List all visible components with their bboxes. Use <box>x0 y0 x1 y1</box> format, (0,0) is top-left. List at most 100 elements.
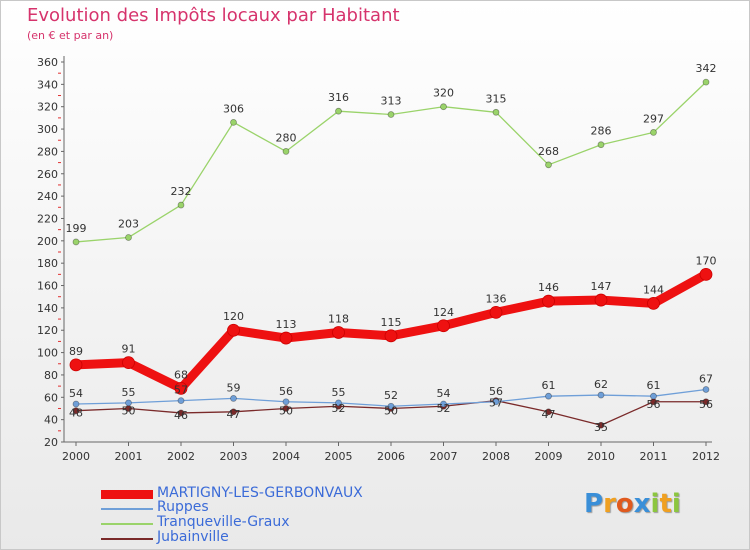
data-label: 147 <box>591 280 612 293</box>
data-point <box>387 402 395 410</box>
y-tick-label: 60 <box>44 391 58 404</box>
data-point <box>492 398 500 406</box>
logo-letter: t <box>659 489 672 519</box>
data-point <box>699 267 713 281</box>
y-tick-label: 340 <box>37 78 58 91</box>
data-point <box>702 398 710 406</box>
data-point <box>650 392 657 400</box>
data-label: 113 <box>276 318 297 331</box>
data-label: 47 <box>542 408 556 421</box>
x-tick-label: 2007 <box>430 450 458 463</box>
logo-letter: o <box>615 489 634 519</box>
data-label: 286 <box>591 125 612 138</box>
y-tick-label: 120 <box>37 324 58 337</box>
x-tick-label: 2001 <box>115 450 143 463</box>
data-point <box>335 107 342 115</box>
data-point <box>282 148 290 155</box>
data-point <box>545 392 552 400</box>
data-label: 89 <box>69 345 83 358</box>
data-point <box>597 421 605 429</box>
data-point <box>72 400 80 408</box>
data-point <box>279 331 293 345</box>
data-label: 146 <box>538 281 559 294</box>
proxiti-logo: Proxiti <box>584 489 681 519</box>
data-label: 56 <box>699 398 713 411</box>
legend-label: Jubainville <box>157 529 229 545</box>
data-label: 57 <box>489 397 503 410</box>
data-point <box>227 323 240 337</box>
data-point <box>387 111 395 118</box>
data-point <box>125 399 132 407</box>
data-point <box>174 381 188 395</box>
y-tick-label: 300 <box>37 123 58 136</box>
data-label: 115 <box>381 316 402 329</box>
data-point <box>72 238 80 246</box>
y-tick-label: 260 <box>37 168 58 181</box>
y-tick-label: 180 <box>37 257 58 270</box>
data-label: 313 <box>381 95 402 108</box>
data-label: 203 <box>118 217 139 230</box>
data-point <box>282 398 290 406</box>
x-tick-label: 2006 <box>377 450 405 463</box>
x-tick-label: 2003 <box>220 450 248 463</box>
y-tick-label: 280 <box>37 145 58 158</box>
x-tick-label: 2000 <box>62 450 90 463</box>
data-point <box>177 409 185 417</box>
data-label: 136 <box>486 292 507 305</box>
data-label: 68 <box>174 368 188 381</box>
data-point <box>125 234 132 241</box>
data-label: 297 <box>643 112 664 125</box>
y-tick-label: 80 <box>44 369 58 382</box>
data-point <box>594 293 608 307</box>
data-label: 280 <box>276 131 297 144</box>
data-label: 47 <box>227 408 241 421</box>
data-point <box>72 407 80 415</box>
data-label: 342 <box>696 62 717 75</box>
data-label: 315 <box>486 92 507 105</box>
legend-label: Tranqueville-Graux <box>157 514 290 530</box>
x-tick-label: 2005 <box>325 450 353 463</box>
data-label: 144 <box>643 283 664 296</box>
y-tick-label: 320 <box>37 101 58 114</box>
x-tick-label: 2011 <box>640 450 668 463</box>
data-label: 316 <box>328 91 349 104</box>
data-label: 54 <box>69 387 83 400</box>
data-label: 268 <box>538 145 559 158</box>
data-point <box>545 161 552 169</box>
chart-title: Evolution des Impôts locaux par Habitant <box>27 5 400 26</box>
x-tick-label: 2008 <box>482 450 510 463</box>
data-label: 170 <box>696 254 717 267</box>
data-label: 52 <box>332 402 346 415</box>
legend-swatch <box>101 538 153 540</box>
y-tick-label: 200 <box>37 235 58 248</box>
x-tick-label: 2002 <box>167 450 195 463</box>
data-point <box>177 201 185 209</box>
data-label: 320 <box>433 87 454 100</box>
logo-letter: x <box>633 489 651 519</box>
data-point <box>545 408 552 416</box>
data-point <box>230 118 237 126</box>
logo-letter: i <box>671 489 681 519</box>
data-label: 62 <box>594 378 608 391</box>
data-label: 120 <box>223 310 244 323</box>
data-point <box>492 108 500 116</box>
legend-label: Ruppes <box>157 499 209 515</box>
chart-subtitle: (en € et par an) <box>27 29 114 42</box>
y-tick-label: 240 <box>37 190 58 203</box>
data-label: 48 <box>69 407 83 420</box>
data-label: 67 <box>699 372 713 385</box>
data-point <box>230 395 237 402</box>
data-point <box>122 356 135 370</box>
data-label: 55 <box>122 386 136 399</box>
y-tick-label: 360 <box>37 56 58 69</box>
data-point <box>702 78 710 86</box>
logo-letter: r <box>603 489 616 519</box>
x-tick-label: 2012 <box>692 450 720 463</box>
data-point <box>384 329 398 343</box>
data-point <box>650 129 657 136</box>
legend-swatch <box>101 490 153 499</box>
data-label: 50 <box>122 404 136 417</box>
y-tick-label: 140 <box>37 302 58 315</box>
